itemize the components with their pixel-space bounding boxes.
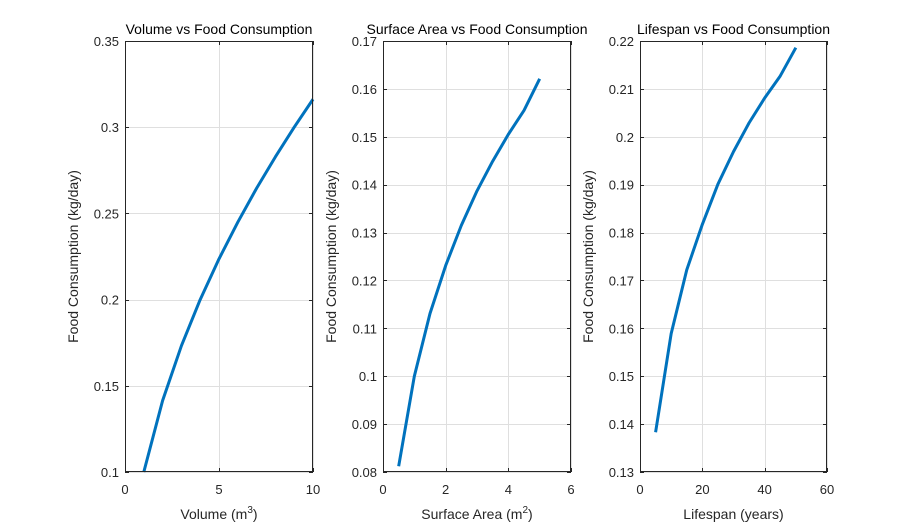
chart-title: Volume vs Food Consumption: [126, 21, 313, 37]
y-tick-label: 0.19: [609, 178, 634, 193]
y-tick-label: 0.25: [94, 206, 119, 221]
y-tick-label: 0.1: [101, 465, 119, 480]
y-tick-label: 0.17: [352, 34, 377, 49]
y-tick-label: 0.15: [94, 379, 119, 394]
axes-frame: [640, 41, 827, 472]
y-axis-label: Food Consumption (kg/day): [65, 170, 81, 343]
x-tick-label: 0: [121, 482, 128, 497]
subplot-1: 0 5 10 0.1 0.15 0.2 0.25 0.3 0.35 Volume vs Food …: [65, 21, 320, 522]
y-tick-label: 0.13: [609, 465, 634, 480]
y-tick-label: 0.14: [352, 178, 377, 193]
y-tick-label: 0.1: [359, 369, 377, 384]
x-tick-label: 2: [442, 482, 449, 497]
data-series-line: [142, 98, 315, 473]
x-tick-label: 6: [567, 482, 574, 497]
y-tick-label: 0.16: [609, 321, 634, 336]
subplot-3: 0 20 40 60 0.13 0.14 0.15 0.16 0.17 0.18 0.19 0.2 0.…: [580, 21, 834, 522]
y-tick-label: 0.17: [609, 273, 634, 288]
plot-area: [640, 41, 827, 472]
y-axis-label: Food Consumption (kg/day): [323, 170, 339, 343]
x-tick-label: 5: [215, 482, 222, 497]
y-tick-label: 0.35: [94, 34, 119, 49]
y-tick-label: 0.09: [352, 417, 377, 432]
subplot-2: 0 2 4 6 0.08 0.09 0.1 0.11 0.12 0.13 0.14 0.15 0.16 0…: [323, 21, 588, 522]
chart-title: Lifespan vs Food Consumption: [637, 21, 830, 37]
x-axis-label: Lifespan (years): [683, 506, 783, 522]
chart-title: Surface Area vs Food Consumption: [366, 21, 587, 37]
x-tick-label: 0: [379, 482, 386, 497]
x-tick-label: 20: [695, 482, 709, 497]
x-tick-label: 40: [757, 482, 771, 497]
y-tick-label: 0.11: [353, 321, 377, 336]
plot-area: [383, 41, 571, 472]
y-tick-label: 0.16: [352, 82, 377, 97]
y-tick-label: 0.2: [101, 293, 119, 308]
y-tick-label: 0.2: [616, 130, 634, 145]
data-series-line: [654, 46, 798, 433]
x-axis-label: Surface Area (m2): [421, 505, 532, 522]
y-tick-label: 0.3: [101, 120, 119, 135]
y-tick-label: 0.14: [609, 417, 634, 432]
y-tick-label: 0.13: [352, 226, 377, 241]
y-tick-label: 0.15: [609, 369, 634, 384]
x-tick-label: 10: [306, 482, 320, 497]
y-axis-label: Food Consumption (kg/day): [580, 170, 596, 343]
y-tick-label: 0.15: [352, 130, 377, 145]
y-tick-label: 0.18: [609, 226, 634, 241]
y-tick-label: 0.21: [609, 82, 634, 97]
x-axis-label: Volume (m3): [180, 505, 257, 522]
data-series-line: [397, 78, 542, 467]
y-tick-label: 0.12: [352, 273, 377, 288]
y-tick-label: 0.22: [609, 34, 634, 49]
y-tick-label: 0.08: [352, 465, 377, 480]
x-tick-label: 60: [820, 482, 834, 497]
x-tick-label: 4: [505, 482, 512, 497]
axes-frame: [383, 41, 571, 472]
x-tick-label: 0: [636, 482, 643, 497]
